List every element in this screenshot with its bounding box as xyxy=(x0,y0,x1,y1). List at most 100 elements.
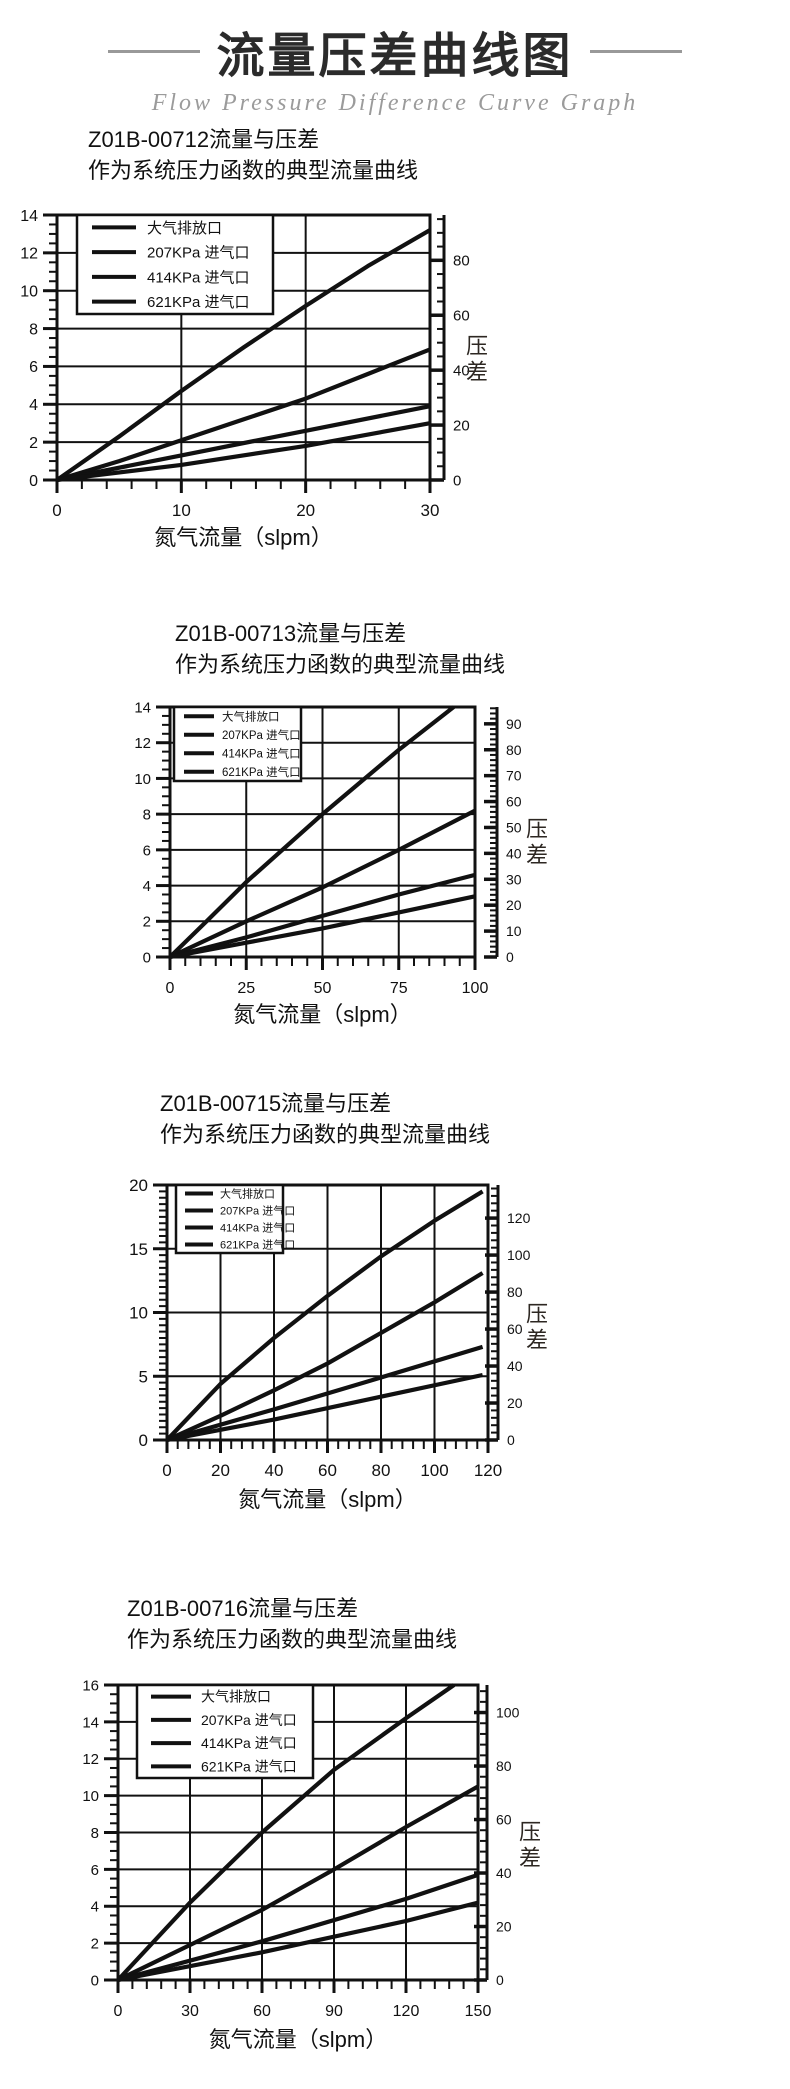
svg-text:0: 0 xyxy=(139,1431,148,1450)
svg-text:60: 60 xyxy=(453,308,470,325)
chart-1-legend: 大气排放口 207KPa 进气口 414KPa 进气口 621KPa 进气口 xyxy=(75,213,275,316)
chart-4-subtitle: 作为系统压力函数的典型流量曲线 xyxy=(127,1627,458,1652)
chart-4-curves xyxy=(116,1683,480,1982)
svg-text:6: 6 xyxy=(143,842,151,859)
svg-text:14: 14 xyxy=(82,1714,99,1731)
chart-1-series-1 xyxy=(55,228,432,482)
chart-4-series-4 xyxy=(117,1900,479,1982)
svg-text:0: 0 xyxy=(162,1461,171,1480)
chart-4-xaxis-title: 氮气流量（slpm） xyxy=(208,2027,388,2052)
svg-text:12: 12 xyxy=(20,246,38,263)
svg-text:2: 2 xyxy=(91,1936,99,1953)
svg-text:14: 14 xyxy=(134,699,151,716)
svg-text:10: 10 xyxy=(134,771,151,788)
chart-3-subtitle: 作为系统压力函数的典型流量曲线 xyxy=(160,1122,491,1147)
svg-text:150: 150 xyxy=(465,2003,492,2020)
svg-text:8: 8 xyxy=(91,1825,99,1842)
chart-3-series-1 xyxy=(165,1189,484,1442)
chart-3-bottom-axis: 0 20 40 60 80 100 120 xyxy=(162,1440,502,1480)
svg-text:大气排放口: 大气排放口 xyxy=(220,1186,275,1200)
chart-4-legend: 大气排放口 207KPa 进气口 414KPa 进气口 621KPa 进气口 xyxy=(135,1683,315,1780)
chart-1-subtitle: 作为系统压力函数的典型流量曲线 xyxy=(88,158,419,183)
svg-text:40: 40 xyxy=(506,845,522,861)
svg-text:80: 80 xyxy=(496,1758,512,1774)
svg-text:4: 4 xyxy=(29,397,38,414)
chart-3-curves xyxy=(165,1189,484,1442)
svg-text:10: 10 xyxy=(82,1788,99,1805)
svg-text:0: 0 xyxy=(114,2003,123,2020)
chart-4-bottom-axis: 0 30 60 90 120 150 xyxy=(114,1980,492,2020)
chart-2-heading: Z01B-00713流量与压差 作为系统压力函数的典型流量曲线 xyxy=(175,618,505,680)
chart-3-legend: 大气排放口 207KPa 进气口 414KPa 进气口 621KPa 进气口 xyxy=(174,1183,295,1255)
chart-2-series-1 xyxy=(168,705,455,959)
svg-text:20: 20 xyxy=(507,1395,523,1411)
svg-text:2: 2 xyxy=(29,435,38,452)
chart-2-series-3 xyxy=(169,872,476,959)
chart-3-left-axis: 0 5 10 15 20 xyxy=(129,1176,167,1450)
svg-text:120: 120 xyxy=(393,2003,420,2020)
svg-text:100: 100 xyxy=(420,1461,448,1480)
svg-text:30: 30 xyxy=(421,501,440,520)
chart-4-right-axis: 0 20 40 60 80 100 xyxy=(474,1685,520,1988)
page-title: 流量压差曲线图 xyxy=(216,30,574,83)
chart-1-right-axis: 0 20 40 60 80 xyxy=(431,215,470,489)
svg-text:0: 0 xyxy=(166,980,175,997)
svg-text:120: 120 xyxy=(507,1210,531,1226)
svg-text:0: 0 xyxy=(496,1972,504,1988)
chart-3-xaxis-title: 氮气流量（slpm） xyxy=(238,1487,417,1512)
chart-1-plot: 0 2 4 6 8 10 12 14 0 10 20 30 0 20 40 60 80 大气排放口 207KPa 进… xyxy=(20,208,469,520)
svg-text:621KPa 进气口: 621KPa 进气口 xyxy=(147,294,250,311)
svg-text:100: 100 xyxy=(496,1705,520,1721)
svg-text:30: 30 xyxy=(506,871,522,887)
svg-text:50: 50 xyxy=(314,980,332,997)
svg-text:8: 8 xyxy=(29,321,38,338)
svg-text:207KPa 进气口: 207KPa 进气口 xyxy=(222,728,301,742)
svg-text:20: 20 xyxy=(496,1919,512,1935)
chart-1-series-4 xyxy=(56,421,431,482)
svg-text:6: 6 xyxy=(29,359,38,376)
svg-text:40: 40 xyxy=(453,363,470,380)
title-rule-right xyxy=(589,49,682,53)
svg-text:207KPa 进气口: 207KPa 进气口 xyxy=(147,245,250,262)
svg-text:80: 80 xyxy=(506,742,522,758)
svg-text:4: 4 xyxy=(91,1899,99,1916)
chart-2-series-4 xyxy=(169,894,476,959)
chart-2-plot: 0 2 4 6 8 10 12 14 0 25 50 75 100 0 10 20 30 40 50 60 70 80 90… xyxy=(134,699,521,997)
svg-text:14: 14 xyxy=(20,208,38,225)
svg-text:10: 10 xyxy=(172,501,191,520)
svg-text:0: 0 xyxy=(506,949,514,965)
chart-2-right-axis: 0 10 20 30 40 50 60 70 80 90 xyxy=(484,707,522,965)
svg-text:25: 25 xyxy=(237,980,255,997)
svg-text:0: 0 xyxy=(29,473,38,490)
svg-text:6: 6 xyxy=(91,1862,99,1879)
svg-text:60: 60 xyxy=(496,1812,512,1828)
svg-text:16: 16 xyxy=(82,1677,99,1694)
svg-text:50: 50 xyxy=(506,820,522,836)
svg-text:414KPa 进气口: 414KPa 进气口 xyxy=(147,269,250,286)
title-rule-left xyxy=(108,49,201,53)
svg-text:大气排放口: 大气排放口 xyxy=(222,709,280,723)
chart-1-series-2 xyxy=(56,347,431,482)
svg-text:75: 75 xyxy=(390,980,408,997)
svg-text:100: 100 xyxy=(462,980,489,997)
svg-text:80: 80 xyxy=(507,1284,523,1300)
svg-text:大气排放口: 大气排放口 xyxy=(201,1689,271,1705)
svg-text:40: 40 xyxy=(265,1461,284,1480)
svg-text:40: 40 xyxy=(496,1865,512,1881)
chart-2-bottom-axis: 0 25 50 75 100 xyxy=(166,957,489,997)
chart-3-heading: Z01B-00715流量与压差 作为系统压力函数的典型流量曲线 xyxy=(160,1088,490,1150)
svg-text:60: 60 xyxy=(507,1321,523,1337)
svg-text:414KPa 进气口: 414KPa 进气口 xyxy=(222,746,301,760)
svg-text:100: 100 xyxy=(507,1247,531,1263)
chart-1-bottom-axis: 0 10 20 30 xyxy=(52,480,439,520)
chart-3-series-4 xyxy=(166,1372,484,1442)
svg-text:80: 80 xyxy=(372,1461,391,1480)
svg-text:621KPa 进气口: 621KPa 进气口 xyxy=(201,1758,297,1774)
chart-2-curves xyxy=(168,705,476,959)
svg-text:2: 2 xyxy=(143,914,151,931)
chart-3-series-3 xyxy=(166,1344,484,1442)
chart-1-title: Z01B-00712流量与压差 xyxy=(88,127,320,152)
svg-text:621KPa 进气口: 621KPa 进气口 xyxy=(222,765,301,779)
svg-text:90: 90 xyxy=(506,716,522,732)
svg-text:0: 0 xyxy=(91,1972,99,1989)
